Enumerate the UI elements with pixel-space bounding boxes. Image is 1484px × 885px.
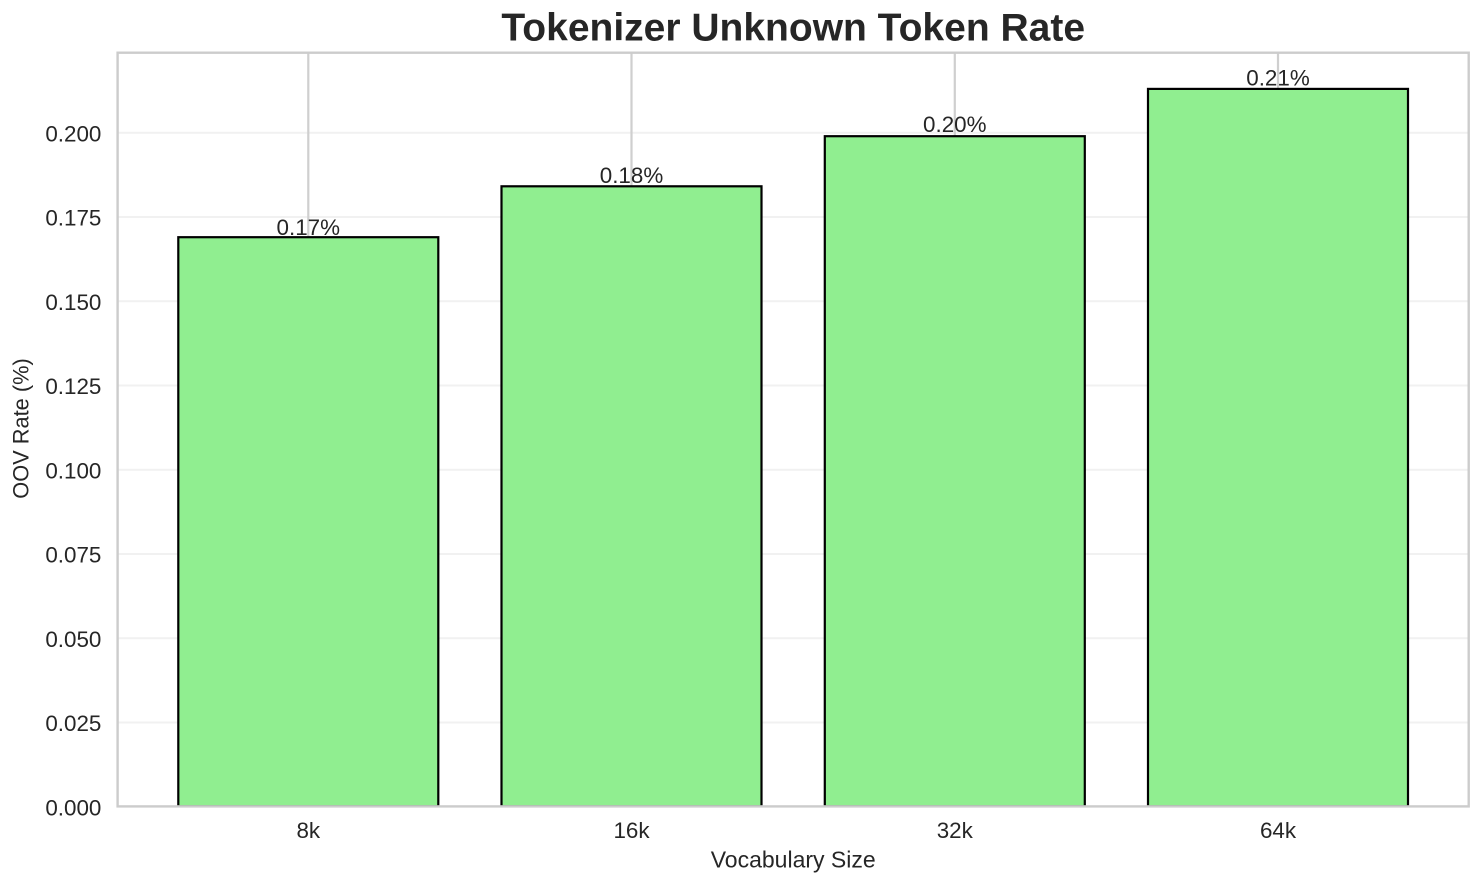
svg-text:16k: 16k xyxy=(613,818,650,843)
svg-text:0.18%: 0.18% xyxy=(600,163,664,188)
svg-text:8k: 8k xyxy=(296,818,320,843)
svg-text:32k: 32k xyxy=(937,818,974,843)
svg-text:64k: 64k xyxy=(1260,818,1297,843)
svg-text:OOV Rate (%): OOV Rate (%) xyxy=(8,358,33,499)
svg-text:0.025: 0.025 xyxy=(45,711,101,736)
svg-text:0.075: 0.075 xyxy=(45,543,101,568)
svg-text:0.21%: 0.21% xyxy=(1246,65,1310,90)
svg-text:0.20%: 0.20% xyxy=(923,112,987,137)
svg-text:0.200: 0.200 xyxy=(45,121,101,146)
svg-text:0.000: 0.000 xyxy=(45,795,101,820)
svg-text:0.175: 0.175 xyxy=(45,206,101,231)
svg-text:0.17%: 0.17% xyxy=(277,215,341,240)
svg-text:0.150: 0.150 xyxy=(45,290,101,315)
svg-text:Tokenizer Unknown Token Rate: Tokenizer Unknown Token Rate xyxy=(501,7,1085,50)
svg-text:0.125: 0.125 xyxy=(45,374,101,399)
svg-text:0.100: 0.100 xyxy=(45,458,101,483)
svg-text:Vocabulary Size: Vocabulary Size xyxy=(711,846,876,872)
svg-text:0.050: 0.050 xyxy=(45,627,101,652)
